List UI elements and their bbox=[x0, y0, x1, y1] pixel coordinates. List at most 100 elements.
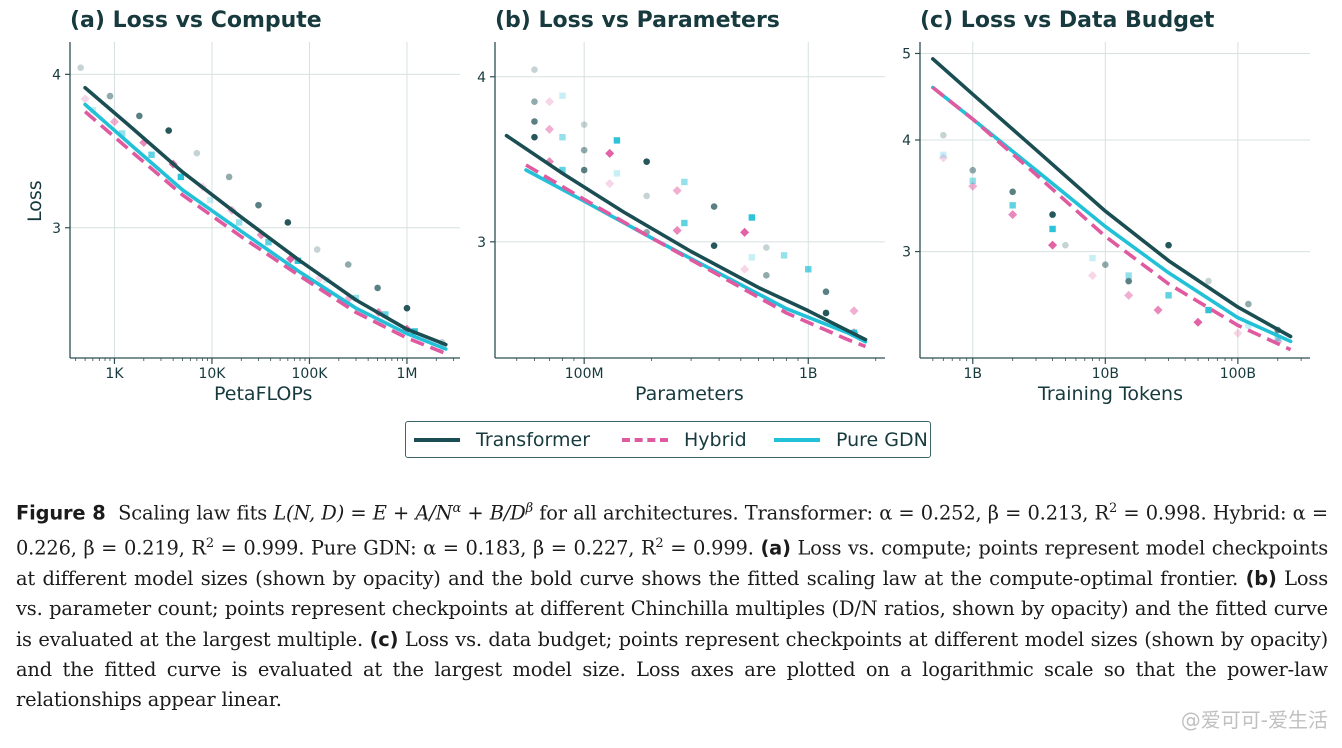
data-point-pure-gdn bbox=[969, 177, 976, 185]
panel-c-xlabel: Training Tokens bbox=[1038, 383, 1183, 405]
data-point-transformer bbox=[969, 166, 977, 174]
data-point-transformer bbox=[763, 271, 770, 279]
data-point-transformer bbox=[193, 149, 201, 157]
data-point-transformer bbox=[1049, 211, 1056, 218]
caption-formula: L(N, D) = E + A/N bbox=[273, 501, 453, 525]
data-point-hybrid bbox=[544, 97, 554, 107]
data-point-pure-gdn bbox=[1089, 254, 1096, 262]
x-tick-label: 1B bbox=[963, 366, 982, 382]
caption-label-a: (a) bbox=[760, 536, 791, 560]
caption-alpha: α bbox=[452, 501, 462, 516]
data-point-transformer bbox=[1009, 188, 1016, 196]
data-point-transformer bbox=[403, 304, 411, 312]
legend-swatch-transformer bbox=[414, 438, 460, 442]
data-point-hybrid bbox=[672, 186, 682, 196]
data-point-transformer bbox=[580, 146, 588, 154]
data-point-transformer bbox=[1102, 261, 1109, 269]
caption-label-c: (c) bbox=[369, 627, 399, 651]
caption-sq-3: 2 bbox=[655, 535, 664, 551]
x-tick-label: 1K bbox=[105, 366, 124, 382]
data-point-pure-gdn bbox=[681, 219, 688, 227]
data-point-transformer bbox=[531, 66, 538, 73]
data-point-pure-gdn bbox=[940, 151, 947, 159]
data-point-hybrid bbox=[1008, 210, 1018, 220]
data-point-transformer bbox=[77, 64, 84, 72]
data-point-pure-gdn bbox=[207, 196, 214, 204]
data-point-transformer bbox=[822, 288, 830, 296]
data-point-hybrid bbox=[1124, 290, 1134, 300]
legend-item-pure-gdn: Pure GDN bbox=[774, 428, 928, 452]
data-point-transformer bbox=[1062, 241, 1069, 249]
fit-line-transformer bbox=[83, 86, 448, 347]
data-point-hybrid bbox=[849, 306, 859, 316]
x-tick-label: 1M bbox=[396, 366, 417, 382]
data-point-hybrid bbox=[109, 117, 119, 127]
data-point-pure-gdn bbox=[559, 134, 566, 141]
legend: Transformer Hybrid Pure GDN bbox=[405, 421, 931, 458]
data-point-transformer bbox=[255, 201, 262, 209]
fit-line-hybrid bbox=[83, 110, 447, 356]
legend-swatch-hybrid bbox=[622, 438, 668, 442]
caption-text-1: Scaling law fits bbox=[118, 501, 274, 525]
data-point-transformer bbox=[710, 242, 718, 249]
data-point-pure-gdn bbox=[748, 254, 756, 261]
data-point-transformer bbox=[284, 219, 292, 226]
data-point-pure-gdn bbox=[265, 238, 272, 246]
data-point-pure-gdn bbox=[1049, 225, 1056, 233]
caption-text-2: for all architectures. Transformer: α = … bbox=[532, 501, 1109, 525]
caption-text-c: Loss vs. data budget; points represent c… bbox=[16, 627, 1329, 712]
data-point-hybrid bbox=[605, 148, 615, 158]
data-point-hybrid bbox=[1048, 240, 1058, 250]
fit-line-pure-gdn bbox=[83, 102, 448, 351]
data-point-hybrid bbox=[1193, 317, 1203, 327]
data-point-pure-gdn bbox=[235, 219, 243, 226]
x-tick-label: 100B bbox=[1220, 366, 1256, 382]
panel-b-title: (b) Loss vs Parameters bbox=[495, 8, 780, 33]
caption-text-b: Loss vs. parameter count; points represe… bbox=[16, 566, 1328, 651]
data-point-transformer bbox=[531, 118, 538, 125]
caption-label-b: (b) bbox=[1245, 566, 1277, 590]
data-point-transformer bbox=[580, 121, 588, 128]
data-point-transformer bbox=[531, 98, 538, 105]
data-point-pure-gdn bbox=[559, 92, 566, 99]
data-point-transformer bbox=[643, 192, 650, 200]
data-point-pure-gdn bbox=[681, 178, 688, 186]
x-tick-label: 100K bbox=[292, 366, 329, 382]
data-point-pure-gdn bbox=[559, 166, 566, 174]
legend-label-transformer: Transformer bbox=[476, 429, 591, 451]
data-point-transformer bbox=[580, 166, 588, 174]
fit-line-transformer bbox=[930, 57, 1293, 339]
legend-label-pure-gdn: Pure GDN bbox=[836, 429, 928, 451]
y-tick-label: 3 bbox=[52, 221, 61, 237]
caption-formula-2: + B/D bbox=[461, 501, 526, 525]
data-point-pure-gdn bbox=[1205, 306, 1212, 314]
data-point-transformer bbox=[1165, 241, 1172, 249]
data-point-pure-gdn bbox=[613, 137, 621, 144]
legend-swatch-pure-gdn bbox=[774, 438, 820, 442]
panel-a-ylabel: Loss bbox=[24, 180, 46, 222]
y-tick-label: 4 bbox=[477, 70, 486, 86]
data-point-hybrid bbox=[1153, 305, 1163, 315]
x-tick-label: 10B bbox=[1092, 366, 1119, 382]
data-point-pure-gdn bbox=[780, 252, 788, 259]
data-point-transformer bbox=[940, 131, 947, 139]
data-point-pure-gdn bbox=[1245, 322, 1252, 329]
caption-text-4: = 0.999. Pure GDN: α = 0.183, β = 0.227,… bbox=[213, 536, 656, 560]
data-point-hybrid bbox=[1087, 271, 1097, 281]
data-point-transformer bbox=[1205, 277, 1212, 285]
data-point-pure-gdn bbox=[118, 130, 126, 137]
data-point-transformer bbox=[710, 203, 718, 210]
panel-c-title: (c) Loss vs Data Budget bbox=[920, 8, 1215, 33]
legend-item-transformer: Transformer bbox=[414, 428, 590, 452]
data-point-transformer bbox=[763, 244, 770, 251]
data-point-transformer bbox=[822, 309, 830, 317]
caption-sq-1: 2 bbox=[1108, 501, 1118, 516]
data-point-pure-gdn bbox=[148, 151, 155, 158]
fit-line-hybrid bbox=[525, 163, 867, 349]
data-point-hybrid bbox=[1233, 328, 1243, 338]
caption-text-5: = 0.999. bbox=[663, 536, 761, 560]
panel-a-title: (a) Loss vs Compute bbox=[70, 8, 322, 33]
caption-beta: β bbox=[525, 501, 534, 516]
fit-line-hybrid bbox=[931, 86, 1292, 352]
data-point-pure-gdn bbox=[748, 214, 756, 221]
